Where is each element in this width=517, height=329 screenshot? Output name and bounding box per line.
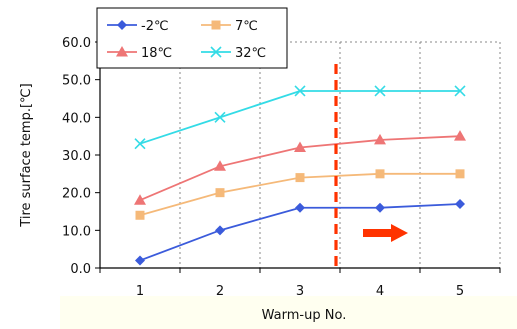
data-point (214, 111, 226, 123)
marker-stroke (134, 138, 146, 150)
marker-stroke (454, 85, 466, 97)
data-point (215, 188, 225, 198)
data-point (454, 130, 466, 141)
series-2 (135, 169, 465, 220)
y-tick-labels: 0.0 10.0 20.0 30.0 40.0 50.0 60.0 (62, 36, 100, 277)
data-point (374, 85, 386, 97)
x-tick-label: 1 (136, 284, 144, 299)
y-axis-title: Tire surface temp.[℃] (19, 83, 34, 227)
series-group (134, 85, 466, 266)
data-point (455, 169, 465, 179)
data-point (295, 202, 305, 213)
y-tick-label: 20.0 (62, 187, 91, 202)
legend-marker (116, 46, 128, 57)
data-point (374, 133, 386, 145)
y-tick-label: 30.0 (62, 149, 91, 164)
data-point (455, 198, 465, 209)
series-1 (135, 198, 465, 266)
legend-item: 7℃ (201, 19, 258, 34)
data-point (135, 210, 145, 220)
y-tick-label: 40.0 (62, 111, 91, 126)
x-tick-label: 3 (296, 284, 304, 299)
series-3 (134, 130, 466, 205)
marker-stroke (214, 111, 226, 123)
data-point (295, 173, 305, 183)
data-point (214, 160, 226, 171)
gridlines (100, 41, 501, 268)
data-point (375, 202, 385, 213)
x-axis-title: Warm-up No. (262, 308, 347, 323)
y-tick-label: 0.0 (70, 262, 91, 277)
legend-marker (211, 20, 221, 30)
data-point (294, 85, 306, 97)
legend-item: 32℃ (201, 46, 266, 61)
y-tick-label: 10.0 (62, 224, 91, 239)
data-point (375, 169, 385, 179)
data-point (134, 138, 146, 150)
x-tick-label: 4 (376, 284, 384, 299)
legend-marker (210, 46, 222, 58)
legend-label: 7℃ (235, 19, 258, 34)
legend-marker (117, 20, 127, 30)
x-tick-label: 5 (456, 284, 464, 299)
data-point (454, 85, 466, 97)
legend-label: 18℃ (141, 46, 172, 61)
xlabel-highlight (60, 296, 517, 329)
data-point (215, 225, 225, 236)
y-tick-label: 50.0 (62, 74, 91, 89)
marker-stroke (294, 85, 306, 97)
marker-stroke (210, 46, 222, 58)
legend-item: -2℃ (107, 19, 169, 34)
annotations (334, 64, 408, 268)
series-line (139, 90, 460, 145)
legend: -2℃ 7℃ 18℃ 32℃ (96, 7, 288, 69)
data-point (134, 194, 146, 205)
data-point (135, 255, 145, 266)
x-tick-label: 2 (216, 284, 224, 299)
x-tick-labels: 1 2 3 4 5 (99, 268, 501, 299)
right-arrow (363, 224, 408, 242)
marker-stroke (374, 85, 386, 97)
legend-label: -2℃ (141, 19, 169, 34)
legend-box (96, 7, 288, 69)
legend-label: 32℃ (235, 46, 266, 61)
series-4 (134, 85, 466, 150)
data-point (294, 141, 306, 152)
y-tick-label: 60.0 (62, 36, 91, 51)
legend-item: 18℃ (107, 46, 172, 61)
